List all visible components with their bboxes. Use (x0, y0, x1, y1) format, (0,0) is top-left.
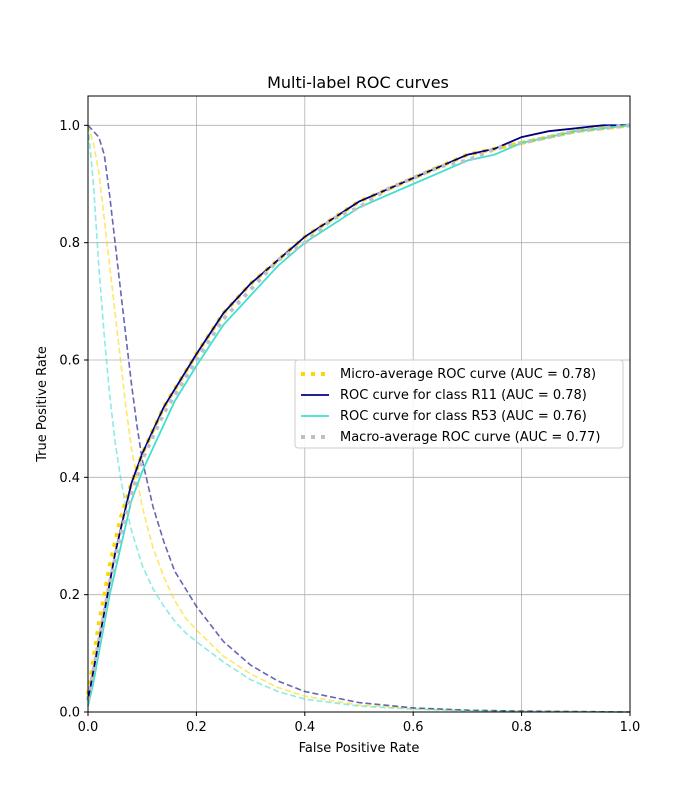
distribution-curve-3 (87, 125, 631, 713)
x-tick-label: 1.0 (620, 720, 641, 735)
x-tick-label: 0.0 (78, 720, 99, 735)
x-tick-label: 0.6 (403, 720, 424, 735)
legend: Micro-average ROC curve (AUC = 0.78) ROC … (294, 359, 624, 449)
plot-frame (87, 95, 631, 713)
x-tick-label: 0.2 (186, 720, 207, 735)
y-axis-ticks: 0.0 0.2 0.4 0.6 0.8 1.0 (59, 119, 88, 721)
roc-series-4 (86, 123, 631, 701)
legend-label-4: Macro-average ROC curve (AUC = 0.77) (340, 430, 600, 445)
y-tick-label: 0.8 (59, 236, 80, 251)
x-tick-label: 0.4 (294, 720, 315, 735)
y-tick-label: 0.0 (59, 706, 80, 721)
y-tick-label: 1.0 (59, 119, 80, 134)
distribution-curves (87, 124, 631, 713)
y-axis-label: True Positive Rate (35, 346, 50, 463)
y-tick-label: 0.6 (59, 354, 80, 369)
roc-series-3 (87, 124, 631, 707)
distribution-curve-1 (87, 125, 631, 713)
x-tick-label: 0.8 (511, 720, 532, 735)
chart-title: Multi-label ROC curves (267, 73, 449, 92)
y-tick-label: 0.2 (59, 588, 80, 603)
x-axis-ticks: 0.0 0.2 0.4 0.6 0.8 1.0 (78, 712, 641, 735)
series-group (86, 123, 631, 707)
legend-label-1: Micro-average ROC curve (AUC = 0.78) (340, 367, 596, 382)
x-axis-label: False Positive Rate (299, 741, 420, 756)
distribution-curve-2 (87, 124, 631, 713)
y-tick-label: 0.4 (59, 471, 80, 486)
legend-box (294, 359, 624, 449)
legend-label-2: ROC curve for class R11 (AUC = 0.78) (340, 388, 587, 403)
legend-label-3: ROC curve for class R53 (AUC = 0.76) (340, 409, 587, 424)
